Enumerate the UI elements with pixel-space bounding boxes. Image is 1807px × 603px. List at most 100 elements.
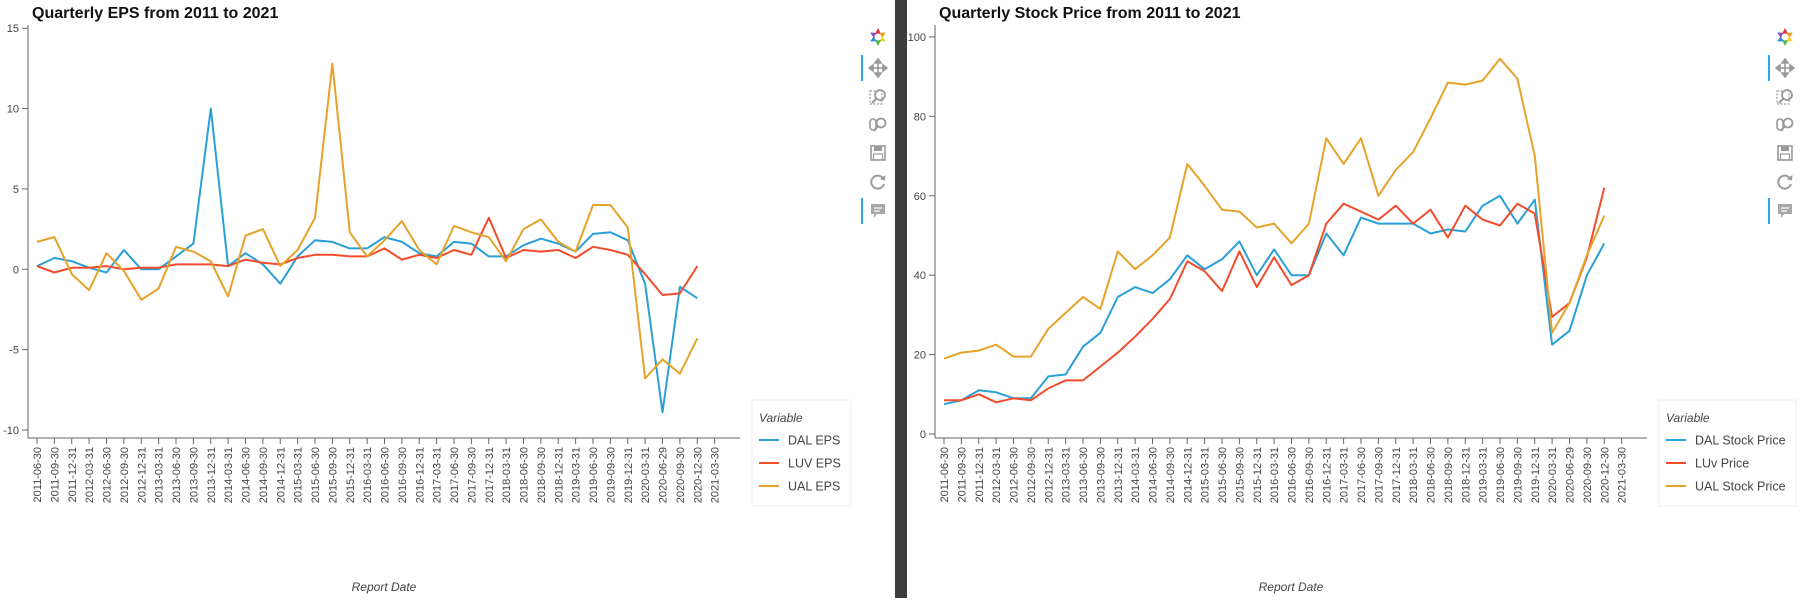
x-tick-label: 2011-12-31 bbox=[974, 447, 986, 502]
y-tick-label: -10 bbox=[3, 425, 19, 437]
x-tick-label: 2019-12-31 bbox=[1530, 447, 1542, 503]
x-tick-label: 2013-12-31 bbox=[1113, 447, 1125, 503]
x-axis-label: Report Date bbox=[1259, 580, 1324, 594]
x-tick-label: 2017-12-31 bbox=[1391, 447, 1403, 503]
x-tick-label: 2020-12-30 bbox=[692, 447, 704, 503]
x-tick-label: 2017-03-31 bbox=[1339, 447, 1351, 503]
x-tick-label: 2013-06-30 bbox=[171, 447, 183, 503]
reset-tool[interactable] bbox=[1768, 169, 1802, 195]
x-tick-label: 2020-03-31 bbox=[1547, 447, 1559, 503]
x-tick-label: 2012-12-31 bbox=[136, 447, 148, 503]
x-tick-label: 2012-09-30 bbox=[119, 447, 131, 503]
y-tick-label: 60 bbox=[914, 191, 926, 203]
x-tick-label: 2012-03-31 bbox=[991, 447, 1003, 503]
x-tick-label: 2012-06-30 bbox=[1009, 447, 1021, 503]
x-tick-label: 2015-12-31 bbox=[1252, 447, 1264, 503]
x-tick-label: 2020-09-30 bbox=[675, 447, 687, 503]
hover-tool[interactable] bbox=[861, 198, 895, 224]
wheel-zoom-tool[interactable] bbox=[861, 112, 895, 138]
x-tick-label: 2018-12-31 bbox=[1460, 447, 1472, 503]
legend-box bbox=[751, 399, 852, 507]
x-tick-label: 2019-03-31 bbox=[571, 447, 583, 503]
x-tick-label: 2018-03-31 bbox=[501, 447, 513, 503]
legend-box bbox=[1658, 399, 1797, 507]
box-zoom-tool[interactable] bbox=[861, 84, 895, 110]
x-tick-label: 2016-09-30 bbox=[1304, 447, 1316, 503]
y-tick-label: 5 bbox=[13, 184, 19, 196]
save-tool[interactable] bbox=[861, 140, 895, 166]
x-tick-label: 2017-06-30 bbox=[449, 447, 461, 503]
x-tick-label: 2012-09-30 bbox=[1026, 447, 1038, 503]
y-tick-label: 15 bbox=[7, 23, 19, 35]
x-tick-label: 2019-09-30 bbox=[605, 447, 617, 503]
x-tick-label: 2015-12-31 bbox=[345, 447, 357, 503]
x-tick-label: 2015-03-31 bbox=[293, 447, 305, 503]
legend-label: LUv Price bbox=[1695, 457, 1749, 471]
y-tick-label: 100 bbox=[908, 32, 926, 44]
eps-chart-panel: Quarterly EPS from 2011 to 2021 -10 -5 0 5 10… bbox=[0, 0, 895, 598]
y-tick-label: 20 bbox=[914, 350, 926, 362]
wheel-zoom-tool[interactable] bbox=[1768, 112, 1802, 138]
panel-divider bbox=[895, 0, 907, 598]
tool-active-indicator bbox=[861, 198, 863, 224]
x-tick-label: 2014-06-30 bbox=[241, 447, 253, 503]
stock-price-chart-panel: Quarterly Stock Price from 2011 to 2021 0… bbox=[907, 0, 1802, 598]
legend-title: Variable bbox=[1666, 411, 1710, 425]
y-tick-label: -5 bbox=[9, 345, 19, 357]
x-tick-label: 2017-12-31 bbox=[484, 447, 496, 503]
x-tick-label: 2017-06-30 bbox=[1356, 447, 1368, 503]
series-line-3 bbox=[943, 57, 1606, 360]
x-tick-label: 2020-12-30 bbox=[1599, 447, 1611, 503]
x-tick-label: 2013-12-31 bbox=[206, 447, 218, 503]
box-zoom-tool[interactable] bbox=[1768, 84, 1802, 110]
x-tick-label: 2015-03-31 bbox=[1200, 447, 1212, 503]
x-tick-label: 2018-03-31 bbox=[1408, 447, 1420, 503]
x-tick-label: 2015-06-30 bbox=[1217, 447, 1229, 503]
x-tick-label: 2017-09-30 bbox=[1373, 447, 1385, 503]
x-tick-label: 2013-06-30 bbox=[1078, 447, 1090, 503]
series-line-1 bbox=[943, 194, 1606, 406]
x-tick-label: 2014-03-31 bbox=[223, 447, 235, 503]
y-tick-label: 10 bbox=[7, 104, 19, 116]
x-tick-label: 2011-12-31 bbox=[67, 447, 79, 502]
x-tick-label: 2021-03-30 bbox=[1617, 447, 1629, 503]
legend-label: DAL EPS bbox=[788, 434, 840, 448]
x-tick-label: 2011-09-30 bbox=[49, 447, 61, 502]
x-tick-label: 2020-03-31 bbox=[640, 447, 652, 503]
tool-active-indicator bbox=[1768, 198, 1770, 224]
stock-price-chart: Quarterly Stock Price from 2011 to 2021 0… bbox=[908, 5, 1797, 594]
hover-tool[interactable] bbox=[1768, 198, 1802, 224]
x-tick-label: 2019-03-31 bbox=[1478, 447, 1490, 503]
bokeh-logo-tool[interactable] bbox=[1768, 24, 1802, 50]
pan-tool[interactable] bbox=[861, 55, 895, 81]
series-line-3 bbox=[36, 62, 699, 380]
x-tick-label: 2011-06-30 bbox=[32, 447, 44, 502]
x-tick-label: 2015-06-30 bbox=[310, 447, 322, 503]
x-tick-label: 2018-06-30 bbox=[519, 447, 531, 503]
x-tick-label: 2013-09-30 bbox=[188, 447, 200, 503]
x-tick-label: 2015-09-30 bbox=[1234, 447, 1246, 503]
x-tick-label: 2017-03-31 bbox=[432, 447, 444, 503]
x-tick-label: 2016-09-30 bbox=[397, 447, 409, 503]
x-tick-label: 2016-06-30 bbox=[380, 447, 392, 503]
x-tick-label: 2018-09-30 bbox=[536, 447, 548, 503]
y-tick-label: 40 bbox=[914, 270, 926, 282]
legend-title: Variable bbox=[759, 411, 803, 425]
bokeh-logo-tool[interactable] bbox=[861, 24, 895, 50]
x-tick-label: 2011-06-30 bbox=[939, 447, 951, 502]
x-tick-label: 2016-03-31 bbox=[362, 447, 374, 503]
save-tool[interactable] bbox=[1768, 140, 1802, 166]
y-tick-label: 80 bbox=[914, 111, 926, 123]
x-tick-label: 2012-12-31 bbox=[1043, 447, 1055, 503]
x-tick-label: 2014-09-30 bbox=[1165, 447, 1177, 503]
reset-tool[interactable] bbox=[861, 169, 895, 195]
x-tick-label: 2012-06-30 bbox=[102, 447, 114, 503]
pan-tool[interactable] bbox=[1768, 55, 1802, 81]
x-tick-label: 2017-09-30 bbox=[466, 447, 478, 503]
x-tick-label: 2020-09-30 bbox=[1582, 447, 1594, 503]
tool-active-indicator bbox=[1768, 55, 1770, 81]
legend-label: UAL EPS bbox=[788, 480, 840, 494]
x-tick-label: 2020-06-29 bbox=[658, 447, 670, 503]
legend-label: UAL Stock Price bbox=[1695, 480, 1786, 494]
x-tick-label: 2019-12-31 bbox=[623, 447, 635, 503]
